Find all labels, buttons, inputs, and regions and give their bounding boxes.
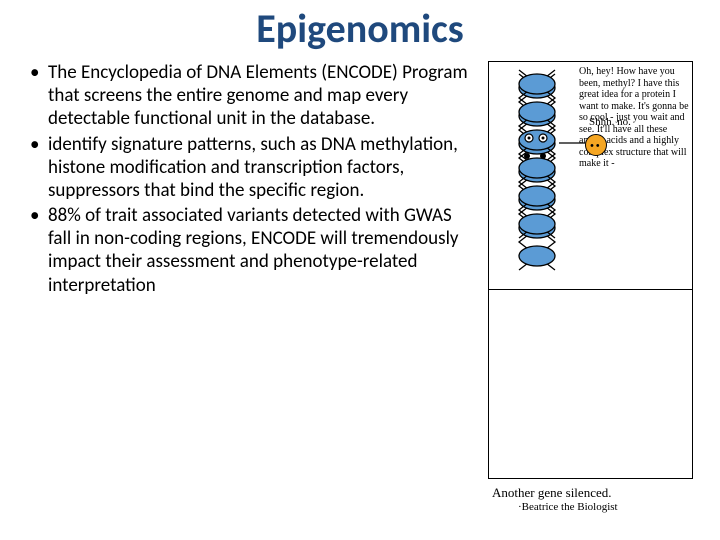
comic-caption: Another gene silenced. (488, 485, 693, 501)
bullet-item: identify signature patterns, such as DNA… (30, 133, 470, 203)
bullet-list: The Encyclopedia of DNA Elements (ENCODE… (30, 61, 470, 513)
bullet-item: 88% of trait associated variants detecte… (30, 204, 470, 297)
bullet-item: The Encyclopedia of DNA Elements (ENCODE… (30, 61, 470, 131)
speech-text-2: Shhh. no. (589, 116, 631, 129)
dna-helix-icon (509, 66, 565, 244)
comic-illustration: Oh, hey! How have you been, methyl? I ha… (488, 61, 693, 513)
arm-line-icon (559, 138, 589, 148)
comic-panel-2: • • Shhh. no. (489, 290, 692, 478)
content-area: The Encyclopedia of DNA Elements (ENCODE… (0, 61, 720, 513)
slide-title: Epigenomics (0, 0, 720, 61)
comic-credit: ·Beatrice the Biologist (488, 501, 693, 513)
comic-frame: Oh, hey! How have you been, methyl? I ha… (488, 61, 693, 479)
